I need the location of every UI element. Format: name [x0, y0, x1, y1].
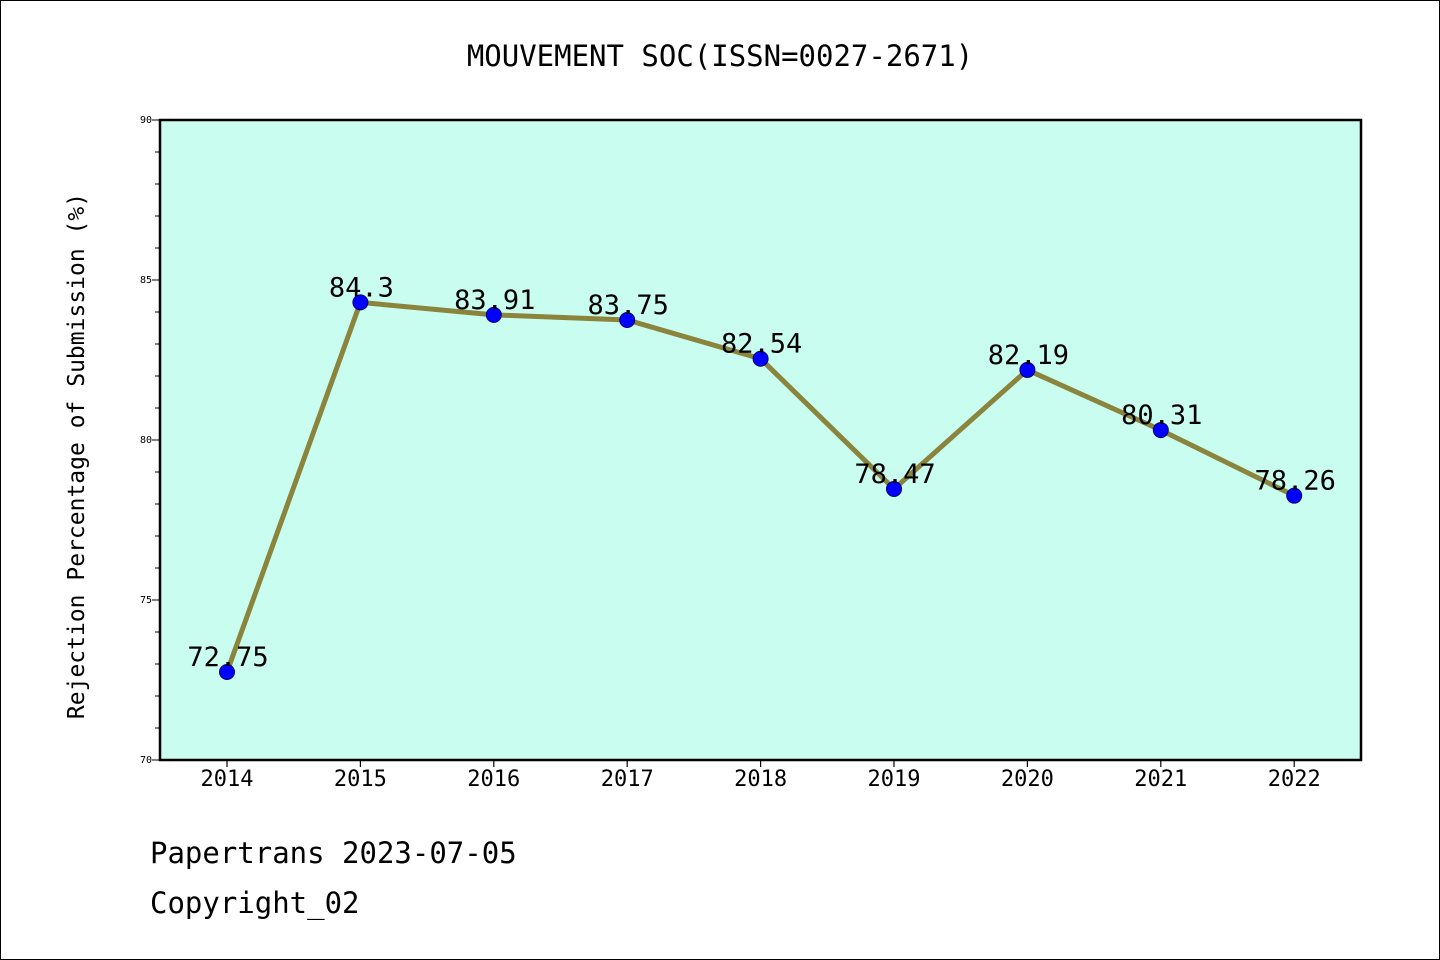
data-point [219, 664, 235, 680]
x-axis: 2014 2015 2016 2017 2018 2019 2020 2021 2022 [201, 760, 1321, 792]
data-point [485, 306, 502, 323]
x-tick-label: 2021 [1134, 767, 1187, 792]
x-tick-label: 2019 [868, 767, 921, 792]
x-tick-label: 2016 [467, 767, 520, 792]
data-label: 78.47 [854, 459, 935, 490]
x-tick-label: 2018 [734, 767, 787, 792]
data-labels: 72.75 84.3 83.91 83.75 82.54 78.47 82.19 80.31 7… [187, 272, 1335, 673]
y-tick-label: 70 [140, 755, 152, 766]
data-point [352, 294, 369, 311]
data-point [886, 480, 902, 497]
x-tick-label: 2014 [201, 767, 254, 792]
data-label: 80.31 [1121, 400, 1202, 431]
chart-title: MOUVEMENT SOC(ISSN=0027-2671) [467, 39, 973, 73]
y-tick-label: 80 [140, 435, 152, 446]
data-label: 84.3 [329, 272, 394, 303]
y-axis-label: Rejection Percentage of Submission (%) [64, 193, 90, 719]
footer-copyright: Copyright_02 [150, 886, 360, 920]
y-tick-label: 90 [140, 115, 152, 126]
x-tick-label: 2020 [1001, 767, 1054, 792]
data-point [1286, 487, 1303, 504]
x-tick-label: 2015 [334, 767, 387, 792]
y-tick-label: 85 [140, 275, 152, 286]
data-label: 83.91 [454, 285, 535, 316]
data-label: 72.75 [187, 642, 268, 673]
data-point [1152, 422, 1169, 439]
footer-papertrans: Papertrans 2023-07-05 [150, 836, 517, 870]
y-tick-label: 75 [140, 595, 152, 606]
data-label: 82.19 [988, 340, 1069, 371]
data-label: 83.75 [588, 290, 669, 321]
x-tick-label: 2022 [1268, 767, 1321, 792]
data-point [619, 312, 636, 328]
x-tick-label: 2017 [601, 767, 654, 792]
y-axis: 70 75 80 85 90 [140, 115, 160, 766]
data-point [752, 350, 769, 367]
plot-area [158, 118, 1363, 762]
data-label: 78.26 [1255, 466, 1336, 497]
data-point [1019, 361, 1036, 378]
data-label: 82.54 [721, 329, 802, 360]
data-markers [219, 294, 1303, 680]
